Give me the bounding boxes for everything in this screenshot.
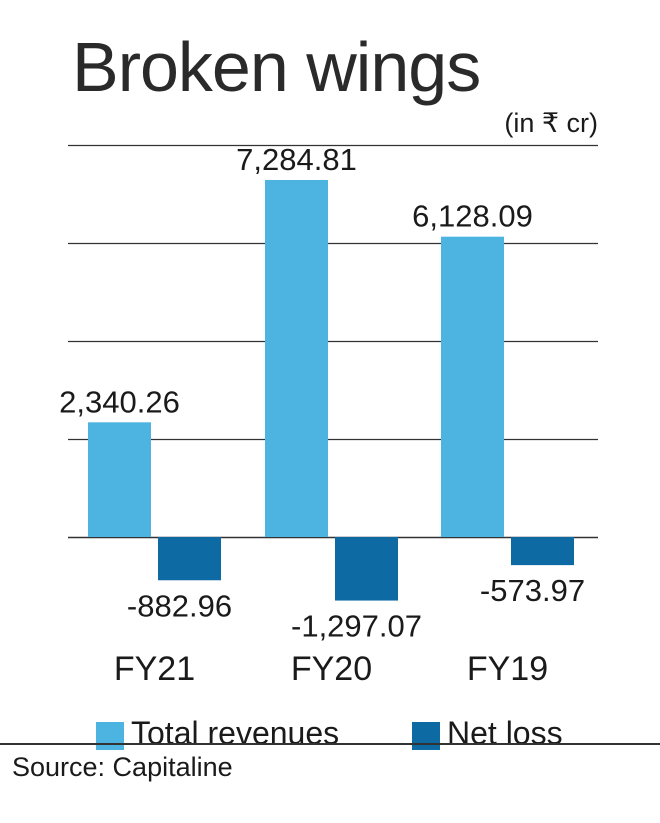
legend-label-net-loss: Net loss bbox=[447, 715, 563, 751]
data-label-net-loss: -1,297.07 bbox=[291, 609, 422, 644]
category-label: FY19 bbox=[467, 650, 548, 688]
legend-swatch-total-revenues bbox=[96, 722, 124, 750]
bar-total-revenues bbox=[88, 422, 151, 537]
legend-label-total-revenues: Total revenues bbox=[131, 715, 340, 751]
category-label: FY21 bbox=[114, 650, 195, 688]
source-note: Source: Capitaline bbox=[12, 752, 233, 782]
data-label-net-loss: -573.97 bbox=[480, 573, 585, 608]
bar-total-revenues bbox=[265, 180, 328, 537]
footer-divider bbox=[0, 743, 660, 745]
category-label: FY20 bbox=[291, 650, 372, 688]
bar-total-revenues bbox=[441, 236, 504, 537]
legend-swatch-net-loss bbox=[412, 722, 440, 750]
bar-net-loss bbox=[158, 537, 221, 581]
chart-title: Broken wings bbox=[72, 28, 481, 106]
bar-chart: 2,340.26 -882.96 FY21 7,284.81 -1,297.07 FY20… bbox=[59, 142, 598, 688]
unit-note: (in ₹ cr) bbox=[504, 108, 598, 138]
bar-net-loss bbox=[511, 537, 574, 566]
data-label-total-revenues: 6,128.09 bbox=[412, 199, 533, 234]
data-label-total-revenues: 7,284.81 bbox=[236, 142, 357, 177]
data-label-total-revenues: 2,340.26 bbox=[59, 384, 180, 419]
bar-net-loss bbox=[335, 537, 398, 601]
data-label-net-loss: -882.96 bbox=[127, 588, 232, 623]
